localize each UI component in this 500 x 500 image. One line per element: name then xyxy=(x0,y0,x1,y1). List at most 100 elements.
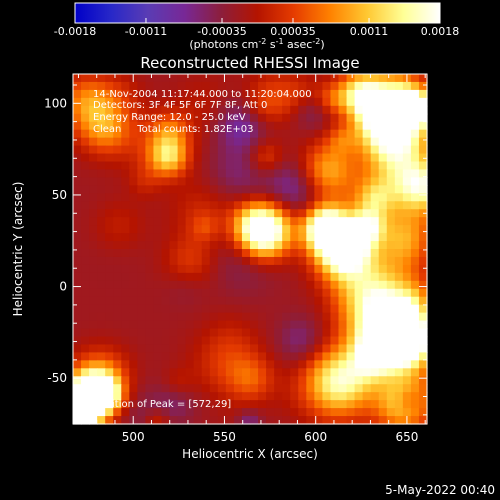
heatmap-cell xyxy=(161,233,171,242)
heatmap-cell xyxy=(97,193,106,202)
heatmap-cell xyxy=(209,368,219,377)
heatmap-cell xyxy=(121,280,130,290)
heatmap-cell xyxy=(161,272,171,282)
heatmap-cell xyxy=(274,137,283,147)
colorbar-tick-label: 0.0011 xyxy=(350,25,389,38)
heatmap-cell xyxy=(137,384,147,393)
heatmap-cell xyxy=(129,233,138,242)
heatmap-cell xyxy=(217,209,227,218)
heatmap-cell xyxy=(378,233,388,242)
heatmap-cell xyxy=(185,336,195,346)
heatmap-cell xyxy=(225,392,235,401)
heatmap-cell xyxy=(145,328,155,338)
heatmap-cell xyxy=(290,336,299,346)
heatmap-cell xyxy=(370,416,380,425)
heatmap-cell xyxy=(161,201,171,210)
heatmap-cell xyxy=(217,249,227,258)
heatmap-cell xyxy=(193,360,203,369)
heatmap-cell xyxy=(81,225,90,234)
heatmap-cell xyxy=(129,249,138,258)
heatmap-cell xyxy=(250,288,259,298)
heatmap-cell xyxy=(241,113,251,123)
heatmap-cell xyxy=(97,121,106,131)
heatmap-cell xyxy=(169,185,179,194)
heatmap-cell xyxy=(121,81,130,91)
heatmap-cell xyxy=(338,161,348,171)
heatmap-cell xyxy=(330,352,340,361)
heatmap-cell xyxy=(233,209,243,218)
heatmap-cell xyxy=(346,233,356,242)
heatmap-cell xyxy=(217,400,227,409)
heatmap-cell xyxy=(129,344,138,353)
heatmap-cell xyxy=(193,225,203,234)
heatmap-cell xyxy=(193,344,203,353)
heatmap-cell xyxy=(201,400,211,409)
heatmap-cell xyxy=(410,161,420,171)
heatmap-cell xyxy=(418,296,428,306)
heatmap-cell xyxy=(370,256,380,266)
heatmap-cell xyxy=(274,89,283,99)
heatmap-cell xyxy=(418,400,428,409)
heatmap-cell xyxy=(209,344,219,353)
heatmap-cell xyxy=(338,360,348,369)
plot-frame xyxy=(72,73,428,425)
heatmap-cell xyxy=(418,89,428,99)
heatmap-cell xyxy=(153,137,163,147)
heatmap-cell xyxy=(129,352,138,361)
heatmap-cell xyxy=(233,161,243,171)
heatmap-cell xyxy=(314,408,324,417)
heatmap-cell xyxy=(153,296,163,306)
heatmap-cell xyxy=(209,161,219,171)
heatmap-cell xyxy=(298,161,307,171)
heatmap-cell xyxy=(201,280,211,290)
heatmap-cell xyxy=(354,376,364,385)
heatmap-cell xyxy=(209,81,219,91)
heatmap-cell xyxy=(73,201,82,210)
heatmap-cell xyxy=(137,249,147,258)
heatmap-cell xyxy=(129,384,138,393)
heatmap-cell xyxy=(354,177,364,186)
heatmap-cell xyxy=(97,233,106,242)
heatmap-cell xyxy=(346,209,356,218)
heatmap-cell xyxy=(370,376,380,385)
heatmap-cell xyxy=(394,241,404,250)
heatmap-cell xyxy=(330,209,340,218)
heatmap-cell xyxy=(177,137,187,147)
heatmap-cell xyxy=(290,264,299,274)
heatmap-cell xyxy=(97,97,106,107)
heatmap-cell xyxy=(402,352,412,361)
heatmap-cell xyxy=(201,201,211,210)
heatmap-cell xyxy=(177,169,187,178)
heatmap-cell xyxy=(354,264,364,274)
heatmap-cell xyxy=(97,145,106,155)
heatmap-cell xyxy=(258,328,267,338)
heatmap-cell xyxy=(145,137,155,147)
heatmap-cell xyxy=(113,74,122,83)
heatmap-cell xyxy=(314,376,324,385)
heatmap-cell xyxy=(217,169,227,178)
heatmap-cell xyxy=(81,312,90,322)
heatmap-cell xyxy=(418,193,428,202)
heatmap-cell xyxy=(89,74,98,83)
heatmap-cell xyxy=(362,249,372,258)
heatmap-cell xyxy=(169,312,179,322)
heatmap-cell xyxy=(282,376,291,385)
heatmap-cell xyxy=(233,89,243,99)
heatmap-cell xyxy=(153,304,163,314)
heatmap-cell xyxy=(73,193,82,202)
heatmap-cell xyxy=(394,169,404,178)
heatmap-cell xyxy=(250,137,259,147)
heatmap-cell xyxy=(185,400,195,409)
heatmap-cell xyxy=(394,105,404,115)
heatmap-cell xyxy=(378,249,388,258)
heatmap-cell xyxy=(322,225,332,234)
heatmap-cell xyxy=(177,185,187,194)
heatmap-cell xyxy=(378,280,388,290)
heatmap-cell xyxy=(145,113,155,123)
heatmap-cell xyxy=(97,336,106,346)
heatmap-cell xyxy=(121,312,130,322)
heatmap-cell xyxy=(177,121,187,131)
heatmap-cell xyxy=(258,105,267,115)
heatmap-cell xyxy=(225,193,235,202)
heatmap-cell xyxy=(402,129,412,139)
